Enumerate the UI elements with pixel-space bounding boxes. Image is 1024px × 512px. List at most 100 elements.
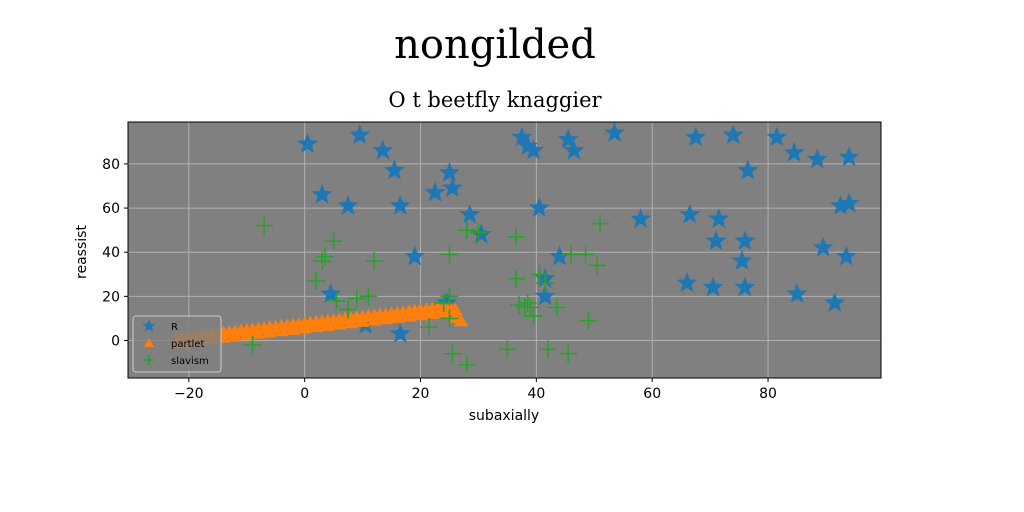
plus-point <box>339 300 358 319</box>
plus-point <box>440 309 459 328</box>
y-tick-label: 0 <box>111 333 120 349</box>
plus-point <box>359 287 378 306</box>
plus-point <box>443 344 462 363</box>
star-point <box>838 146 860 167</box>
plus-point <box>507 227 526 246</box>
star-point <box>835 245 857 266</box>
plus-point <box>313 252 332 271</box>
triangle-point <box>228 328 243 342</box>
triangle-point <box>320 318 335 331</box>
triangle-point <box>454 313 469 327</box>
star-point <box>528 197 550 217</box>
star-point <box>404 245 426 266</box>
triangle-point <box>448 302 463 316</box>
plus-point <box>507 269 526 288</box>
plus-point <box>576 245 595 264</box>
triangle-point <box>425 306 440 319</box>
star-point <box>311 183 333 204</box>
plus-point <box>469 223 488 242</box>
star-point <box>766 126 788 147</box>
star-point <box>783 141 805 162</box>
y-tick-label: 60 <box>102 201 120 217</box>
triangle-point <box>390 310 405 323</box>
x-axis-label: subaxially <box>469 408 539 424</box>
plus-point <box>547 298 566 317</box>
plus-point <box>538 340 557 359</box>
plus-point <box>365 252 384 271</box>
legend-marker <box>144 355 154 365</box>
plus-point <box>255 216 274 235</box>
star-point <box>384 159 405 180</box>
plus-point <box>440 287 459 306</box>
star-point <box>441 177 463 198</box>
plus-point <box>591 214 610 233</box>
legend-marker <box>142 319 156 332</box>
triangle-point <box>367 312 382 326</box>
star-point <box>389 322 411 343</box>
triangle-point <box>413 307 428 321</box>
chart-subtitle: O t beetfly knaggier <box>388 88 602 112</box>
plus-point <box>579 311 598 330</box>
star-point <box>731 250 753 270</box>
chart-title: nongilded <box>394 22 596 68</box>
star-point <box>349 124 371 145</box>
plus-point <box>307 271 326 290</box>
star-point <box>679 203 701 224</box>
star-point <box>523 139 544 160</box>
star-point <box>534 285 556 306</box>
plus-point <box>315 247 334 266</box>
star-point <box>812 236 834 257</box>
star-point <box>722 124 744 145</box>
star-point <box>838 192 860 213</box>
triangle-point <box>332 316 347 330</box>
star-point <box>734 230 756 251</box>
star-point <box>604 122 625 142</box>
grid-lines <box>128 122 881 378</box>
plus-point <box>243 335 262 354</box>
triangle-point <box>355 314 370 327</box>
triangle-point <box>239 327 254 341</box>
star-point <box>459 203 481 224</box>
plus-point <box>327 291 346 310</box>
star-point <box>389 194 411 215</box>
plus-point <box>498 340 517 359</box>
x-tick-label: 0 <box>300 386 309 402</box>
star-point <box>830 194 851 215</box>
legend-label: slavism <box>171 356 209 367</box>
plus-point <box>324 232 343 251</box>
star-point <box>436 292 457 312</box>
plus-point <box>524 307 543 326</box>
star-point <box>424 181 446 202</box>
plus-point <box>559 344 578 363</box>
legend-box <box>132 315 222 373</box>
star-point <box>676 272 698 292</box>
star-point <box>297 133 318 153</box>
star-point <box>549 245 570 266</box>
x-tick-label: 60 <box>643 386 661 402</box>
triangle-point <box>262 324 277 338</box>
star-point <box>737 159 759 180</box>
plus-point <box>521 298 540 317</box>
legend-label: R <box>171 322 178 333</box>
triangle-point <box>297 320 312 334</box>
star-point <box>563 139 585 160</box>
plus-point <box>518 293 537 312</box>
star-point <box>702 276 724 297</box>
star-point <box>685 126 707 147</box>
legend-marker <box>144 338 154 347</box>
plus-point <box>457 355 476 374</box>
star-point <box>517 135 539 156</box>
plot-frame <box>127 121 882 379</box>
star-point <box>786 283 808 303</box>
star-point <box>824 292 846 312</box>
triangle-point <box>274 323 289 337</box>
star-point <box>557 128 579 149</box>
plus-point <box>440 245 459 264</box>
y-tick-label: 40 <box>102 245 120 261</box>
axis-ticks: −20 0 20 40 60 80 0 20 40 60 80 <box>102 157 777 402</box>
triangle-point <box>309 319 324 333</box>
star-point <box>630 208 652 228</box>
star-point <box>320 283 342 303</box>
